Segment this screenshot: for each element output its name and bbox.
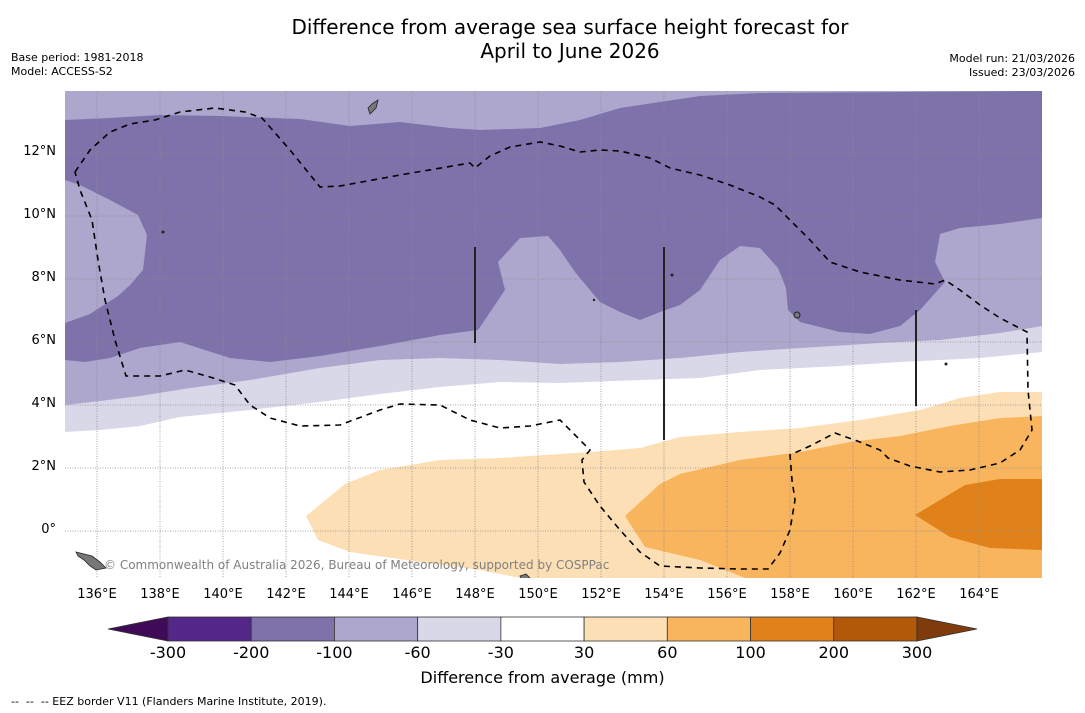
lat-tick-label: 0° [41, 522, 56, 537]
contour-plus60 [625, 416, 1042, 578]
colorbar-bin [167, 616, 252, 642]
lon-tick-label: 162°E [896, 587, 936, 602]
colorbar-bin [250, 616, 335, 642]
run-info: Model run: 21/03/2026 Issued: 23/03/2026 [949, 52, 1075, 80]
colorbar-tick-label: 100 [735, 643, 766, 662]
colorbar-tick-label: 300 [901, 643, 933, 662]
lon-tick-label: 158°E [770, 587, 810, 602]
eez-border [74, 107, 1033, 570]
island-small-3 [161, 230, 165, 234]
lon-tick-label: 148°E [455, 587, 495, 602]
base-info: Base period: 1981-2018 Model: ACCESS-S2 [11, 51, 143, 79]
lat-tick-label: 8°N [31, 270, 57, 285]
colorbar-bin [417, 616, 502, 642]
lat-tick-label: 4°N [31, 396, 57, 411]
colorbar-bin [334, 616, 419, 642]
model-name: Model: ACCESS-S2 [11, 65, 113, 78]
colorbar-tick-label: -300 [149, 643, 187, 662]
lon-tick-label: 156°E [707, 587, 747, 602]
colorbar [107, 616, 978, 642]
colorbar-tick-label: -200 [233, 643, 270, 662]
lon-tick-label: 140°E [203, 587, 243, 602]
issued-date: Issued: 23/03/2026 [968, 66, 1075, 79]
lon-tick-label: 164°E [959, 587, 999, 602]
colorbar-tick-label: 30 [573, 643, 595, 662]
lat-tick-label: 10°N [23, 207, 56, 222]
colorbar-bin [666, 616, 751, 642]
colorbar-bin [833, 616, 918, 642]
colorbar-tick-label: 200 [818, 643, 850, 662]
graticule [65, 91, 1042, 578]
lon-tick-label: 154°E [644, 587, 684, 602]
base-period: Base period: 1981-2018 [11, 51, 144, 64]
lon-tick-label: 146°E [392, 587, 432, 602]
colorbar-tick-label: -60 [404, 643, 431, 662]
island-new-guinea-tip [75, 551, 107, 571]
lon-tick-label: 150°E [518, 587, 558, 602]
title-line-2: April to June 2026 [480, 39, 660, 63]
colorbar-title: Difference from average (mm) [420, 668, 665, 687]
island-guam [367, 99, 379, 115]
colorbar-extend-max [916, 616, 978, 642]
eez-footnote: -- -- -- EEZ border V11 (Flanders Marine… [11, 695, 327, 708]
colorbar-bin [750, 616, 835, 642]
colorbar-extend-min [107, 616, 169, 642]
island-small-4 [670, 273, 674, 277]
lon-tick-label: 142°E [266, 587, 306, 602]
colorbar-bin [500, 616, 585, 642]
island-small-2 [793, 311, 801, 319]
lat-tick-label: 2°N [31, 459, 57, 474]
colorbar-tick-label: -100 [316, 643, 353, 662]
contour-plus100 [915, 479, 1042, 550]
colorbar-tick-label: -30 [487, 643, 514, 662]
lat-tick-label: 12°N [23, 144, 56, 159]
title-line-1: Difference from average sea surface heig… [291, 15, 849, 39]
map-plot-area [65, 91, 1042, 578]
lon-tick-label: 152°E [581, 587, 621, 602]
island-small-5 [944, 362, 948, 366]
model-run: Model run: 21/03/2026 [949, 52, 1075, 65]
colorbar-bin [583, 616, 668, 642]
chart-title: Difference from average sea surface heig… [0, 15, 1085, 63]
island-small-6 [592, 298, 596, 302]
lon-tick-label: 144°E [329, 587, 369, 602]
lon-tick-label: 138°E [140, 587, 180, 602]
colorbar-tick-label: 60 [657, 643, 678, 662]
island-small-1 [519, 573, 531, 578]
copyright-notice: © Commonwealth of Australia 2026, Bureau… [104, 558, 610, 572]
contour-minus100 [65, 91, 1042, 362]
lon-tick-label: 160°E [833, 587, 873, 602]
lon-tick-label: 136°E [77, 587, 117, 602]
lat-tick-label: 6°N [31, 333, 57, 348]
